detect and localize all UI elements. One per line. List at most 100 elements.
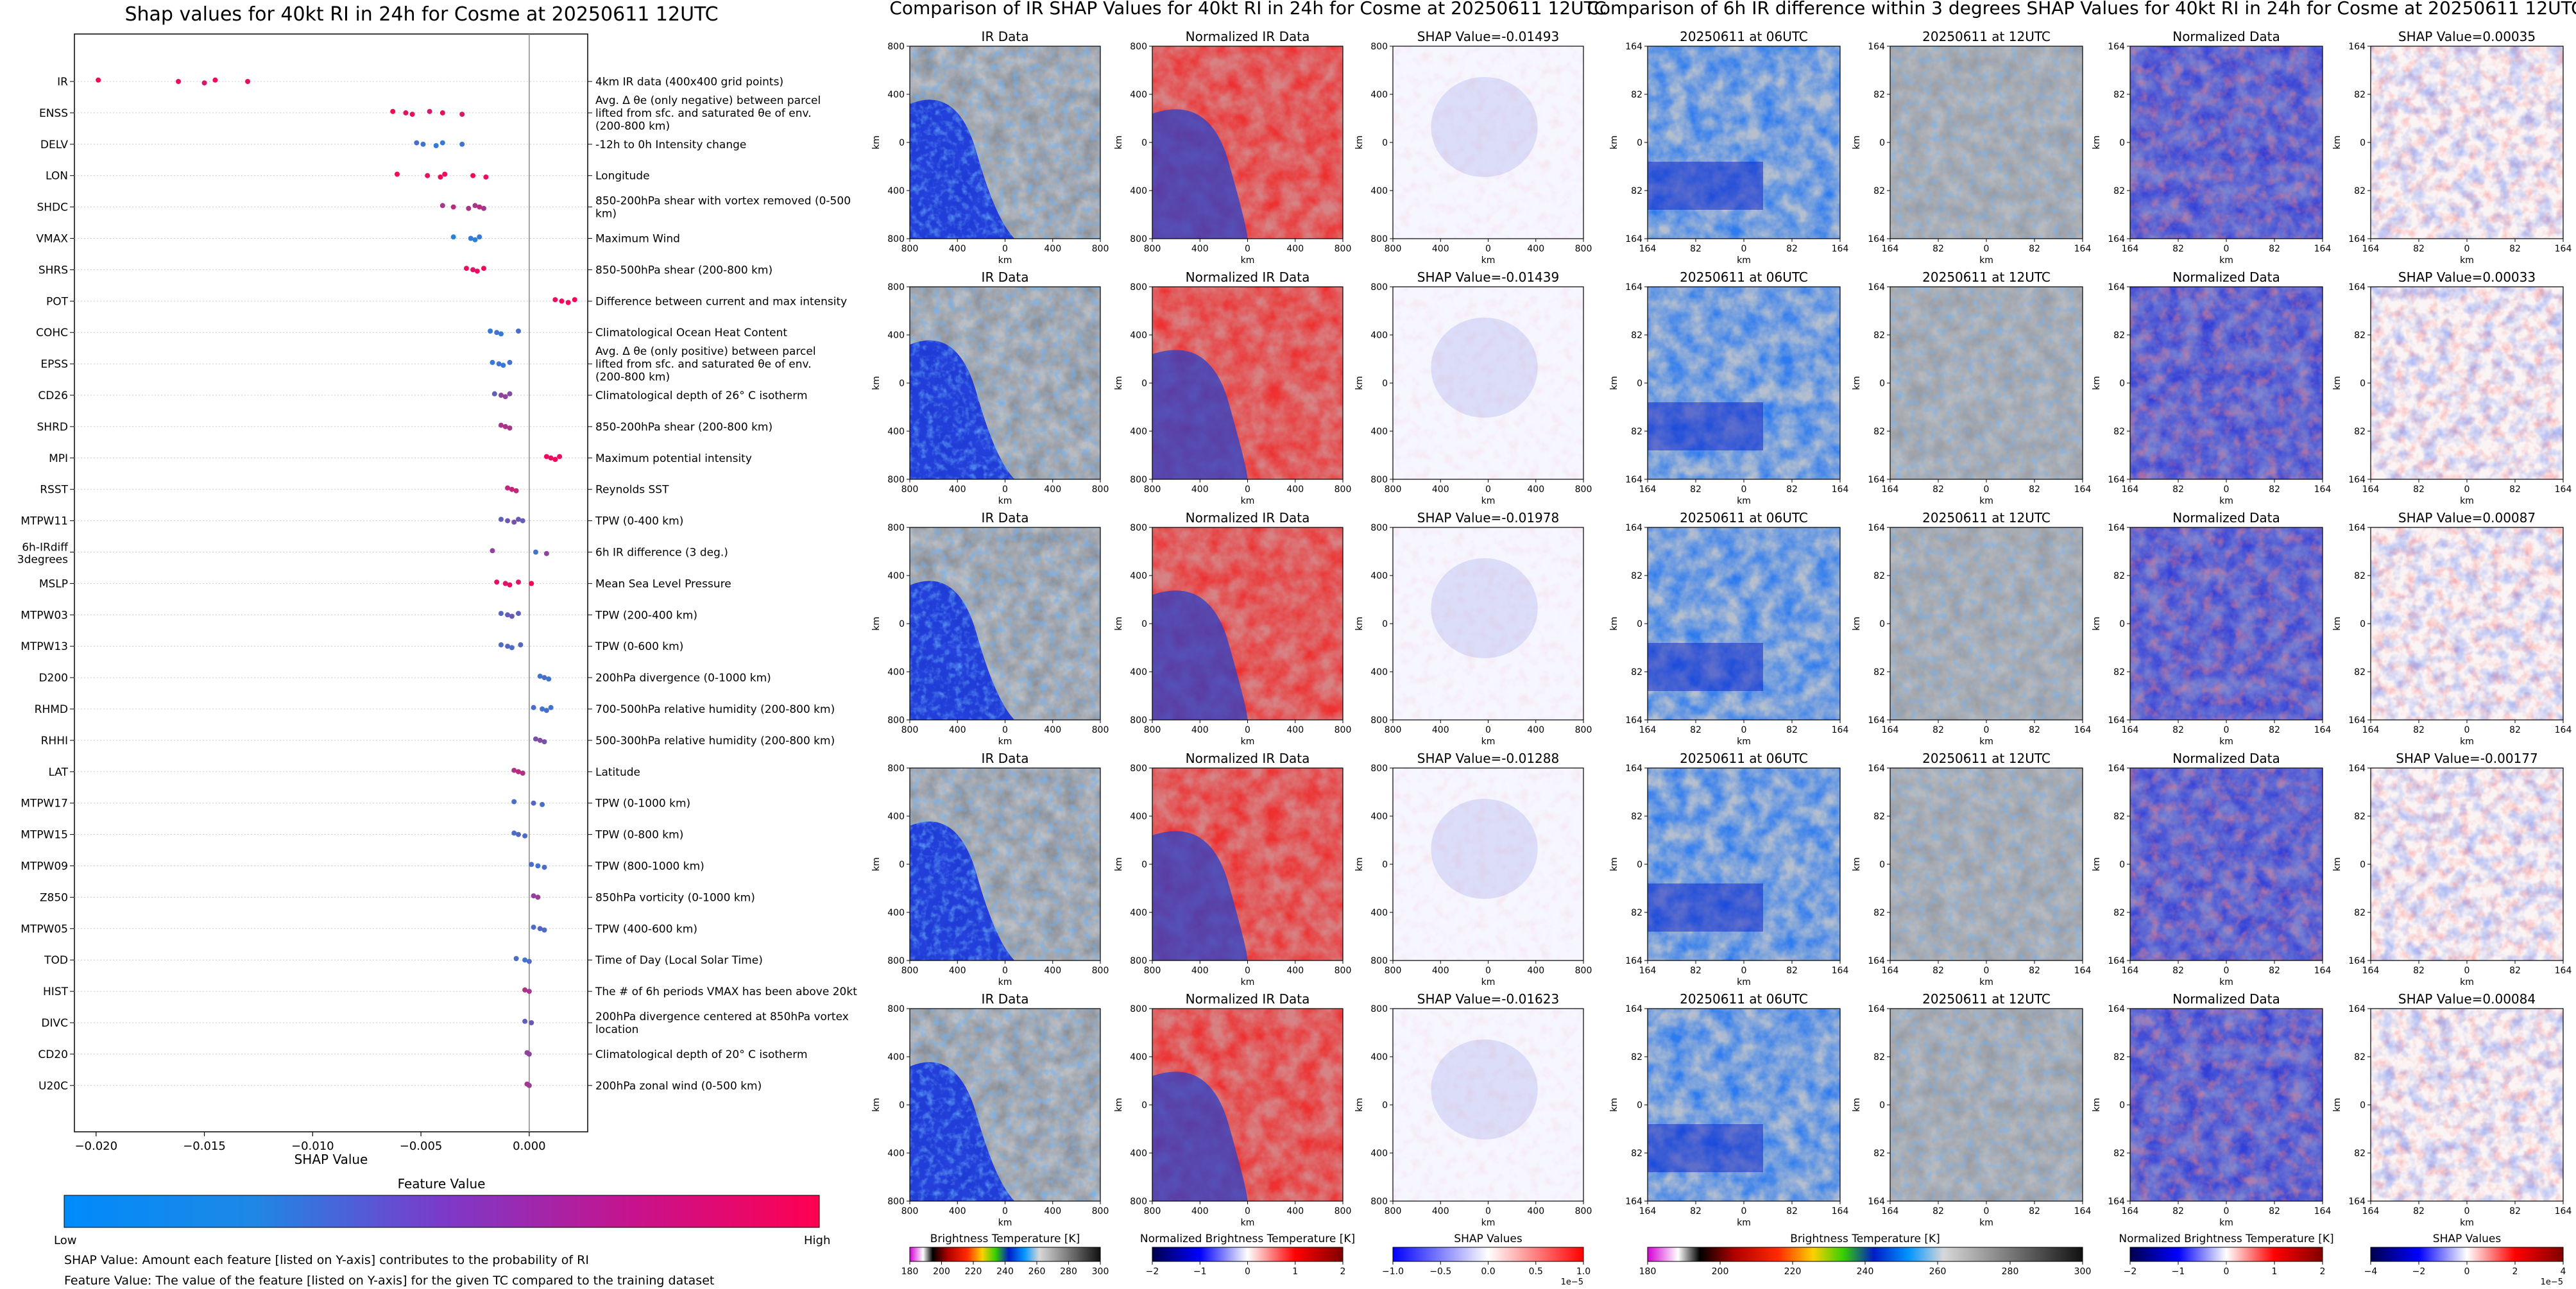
shap-point [427, 108, 432, 114]
panel-ytick-label: 164 [1625, 42, 1642, 52]
panel-xtick-label: 800 [1144, 1206, 1161, 1216]
panel-xtick-label: 0 [1245, 725, 1250, 735]
feature-description: 200hPa divergence (0-1000 km) [595, 672, 771, 685]
panel-ytick-label: 82 [1873, 330, 1885, 341]
feature-name-label: DELV [40, 139, 68, 151]
panel-xtick-label: 82 [2413, 244, 2425, 254]
normlocal-warm [2130, 527, 2323, 720]
panel-ytick-label: 400 [1130, 1052, 1147, 1063]
shaplocal-blue [2371, 527, 2563, 720]
norm-cold-region [1152, 831, 1248, 960]
panel-xtick-label: 82 [2029, 1206, 2040, 1216]
panel-ytick-label: 800 [1370, 475, 1388, 485]
panel-xlabel: km [2219, 737, 2233, 747]
shap-point [466, 205, 472, 211]
panel-ylabel: km [2332, 857, 2342, 871]
colorbar-tick-label: 2 [2320, 1267, 2326, 1277]
shap-point [490, 548, 495, 554]
colorbar-tick-label: 220 [1784, 1267, 1802, 1277]
panel-ytick-label: 82 [2354, 812, 2366, 822]
panel-ylabel: km [871, 135, 882, 149]
ir-speckle [910, 46, 1100, 239]
shap-point [542, 675, 547, 681]
panel-xtick-label: 82 [2029, 725, 2040, 735]
xtick-label: −0.015 [183, 1140, 226, 1153]
feature-description: Longitude [595, 170, 650, 183]
panel-xlabel: km [2460, 977, 2474, 987]
shap-point [442, 171, 448, 177]
panel-xtick-label: 164 [1639, 725, 1657, 735]
panel-ylabel: km [2092, 135, 2102, 149]
panel-xtick-label: 82 [2509, 966, 2521, 976]
feature-name-label: MTPW15 [21, 829, 68, 842]
shap-point [390, 108, 396, 114]
shap-point [515, 329, 521, 334]
feature-name-label: MTPW17 [21, 798, 68, 810]
panel-xtick-label: 400 [1432, 725, 1449, 735]
panel-ytick-label: 400 [1130, 330, 1147, 341]
shap-point [498, 393, 504, 398]
panel-xtick-label: 400 [949, 1206, 966, 1216]
panel-ytick-label: 164 [1868, 1197, 1885, 1207]
panel-ytick-label: 164 [2348, 475, 2366, 485]
panel-ytick-label: 400 [1370, 812, 1388, 822]
feature-description: lifted from sfc. and saturated θe of env… [595, 358, 812, 371]
colorbar [1392, 1247, 1584, 1262]
colorbar-tick-label: 300 [1092, 1267, 1109, 1277]
panel-xtick-label: 82 [1786, 966, 1798, 976]
panel-xtick-label: 164 [2555, 484, 2572, 495]
ir-speckle [910, 768, 1100, 960]
panel-xtick-label: 0 [2464, 484, 2470, 495]
panel-xtick-label: 400 [1191, 725, 1209, 735]
panel-ytick-label: 0 [1382, 1100, 1388, 1111]
panel-ytick-label: 164 [2348, 956, 2366, 966]
panel-xtick-label: 82 [2269, 966, 2280, 976]
panel-xtick-label: 400 [1044, 484, 1061, 495]
panel-ytick-label: 164 [1625, 715, 1642, 726]
feature-description: Mean Sea Level Pressure [595, 577, 731, 590]
panel-ytick-label: 164 [1625, 234, 1642, 244]
panel-xtick-label: 0 [2224, 244, 2230, 254]
colorbar-tick-label: 0.0 [1481, 1267, 1495, 1277]
feature-name-label: LON [46, 170, 68, 183]
panel-title: 20250611 at 12UTC [1922, 29, 2051, 44]
panel-xtick-label: 164 [1832, 244, 1849, 254]
feature-description: 4km IR data (400x400 grid points) [595, 76, 783, 89]
panel-xtick-label: 82 [1786, 484, 1798, 495]
panel-xtick-label: 82 [2029, 484, 2040, 495]
panel-xtick-label: 800 [1575, 966, 1592, 976]
heatmap-panel: Normalized IR Data8008004004000040040080… [1114, 29, 1351, 266]
panel-ytick-label: 82 [2354, 908, 2366, 918]
panel-ylabel: km [1354, 1098, 1365, 1112]
feature-name-label: RSST [40, 484, 68, 497]
panel-title: Normalized Data [2172, 269, 2280, 285]
panel-title: Normalized IR Data [1186, 510, 1310, 525]
panel-xlabel: km [2219, 255, 2233, 266]
panel-ytick-label: 800 [1370, 956, 1388, 966]
panel-xtick-label: 164 [2122, 725, 2139, 735]
panel-ytick-label: 0 [1382, 619, 1388, 629]
panel-ylabel: km [1609, 135, 1619, 149]
panel-xtick-label: 800 [1575, 1206, 1592, 1216]
panel-ytick-label: 82 [1631, 667, 1642, 678]
feature-name-label: MTPW09 [21, 860, 68, 873]
shap-point [468, 235, 473, 241]
panel-ytick-label: 0 [1382, 138, 1388, 148]
feature-name-label: U20C [38, 1080, 68, 1093]
panel-xtick-label: 800 [1144, 244, 1161, 254]
feature-name-label: VMAX [36, 233, 68, 246]
panel-xtick-label: 800 [1385, 966, 1402, 976]
colorbar-tick-label: −0.5 [1429, 1267, 1451, 1277]
feature-name-label: RHMD [35, 703, 68, 716]
feature-description: Time of Day (Local Solar Time) [595, 954, 763, 967]
panel-ytick-label: 164 [1868, 1004, 1885, 1014]
colorbar-tick-label: −2 [2412, 1267, 2426, 1277]
feature-name-label: MTPW13 [21, 640, 68, 653]
panel-ytick-label: 164 [2108, 475, 2125, 485]
panel-xtick-label: 800 [1092, 725, 1109, 735]
shap-point [520, 518, 525, 524]
shap-point [394, 171, 400, 177]
panel-ylabel: km [2092, 857, 2102, 871]
